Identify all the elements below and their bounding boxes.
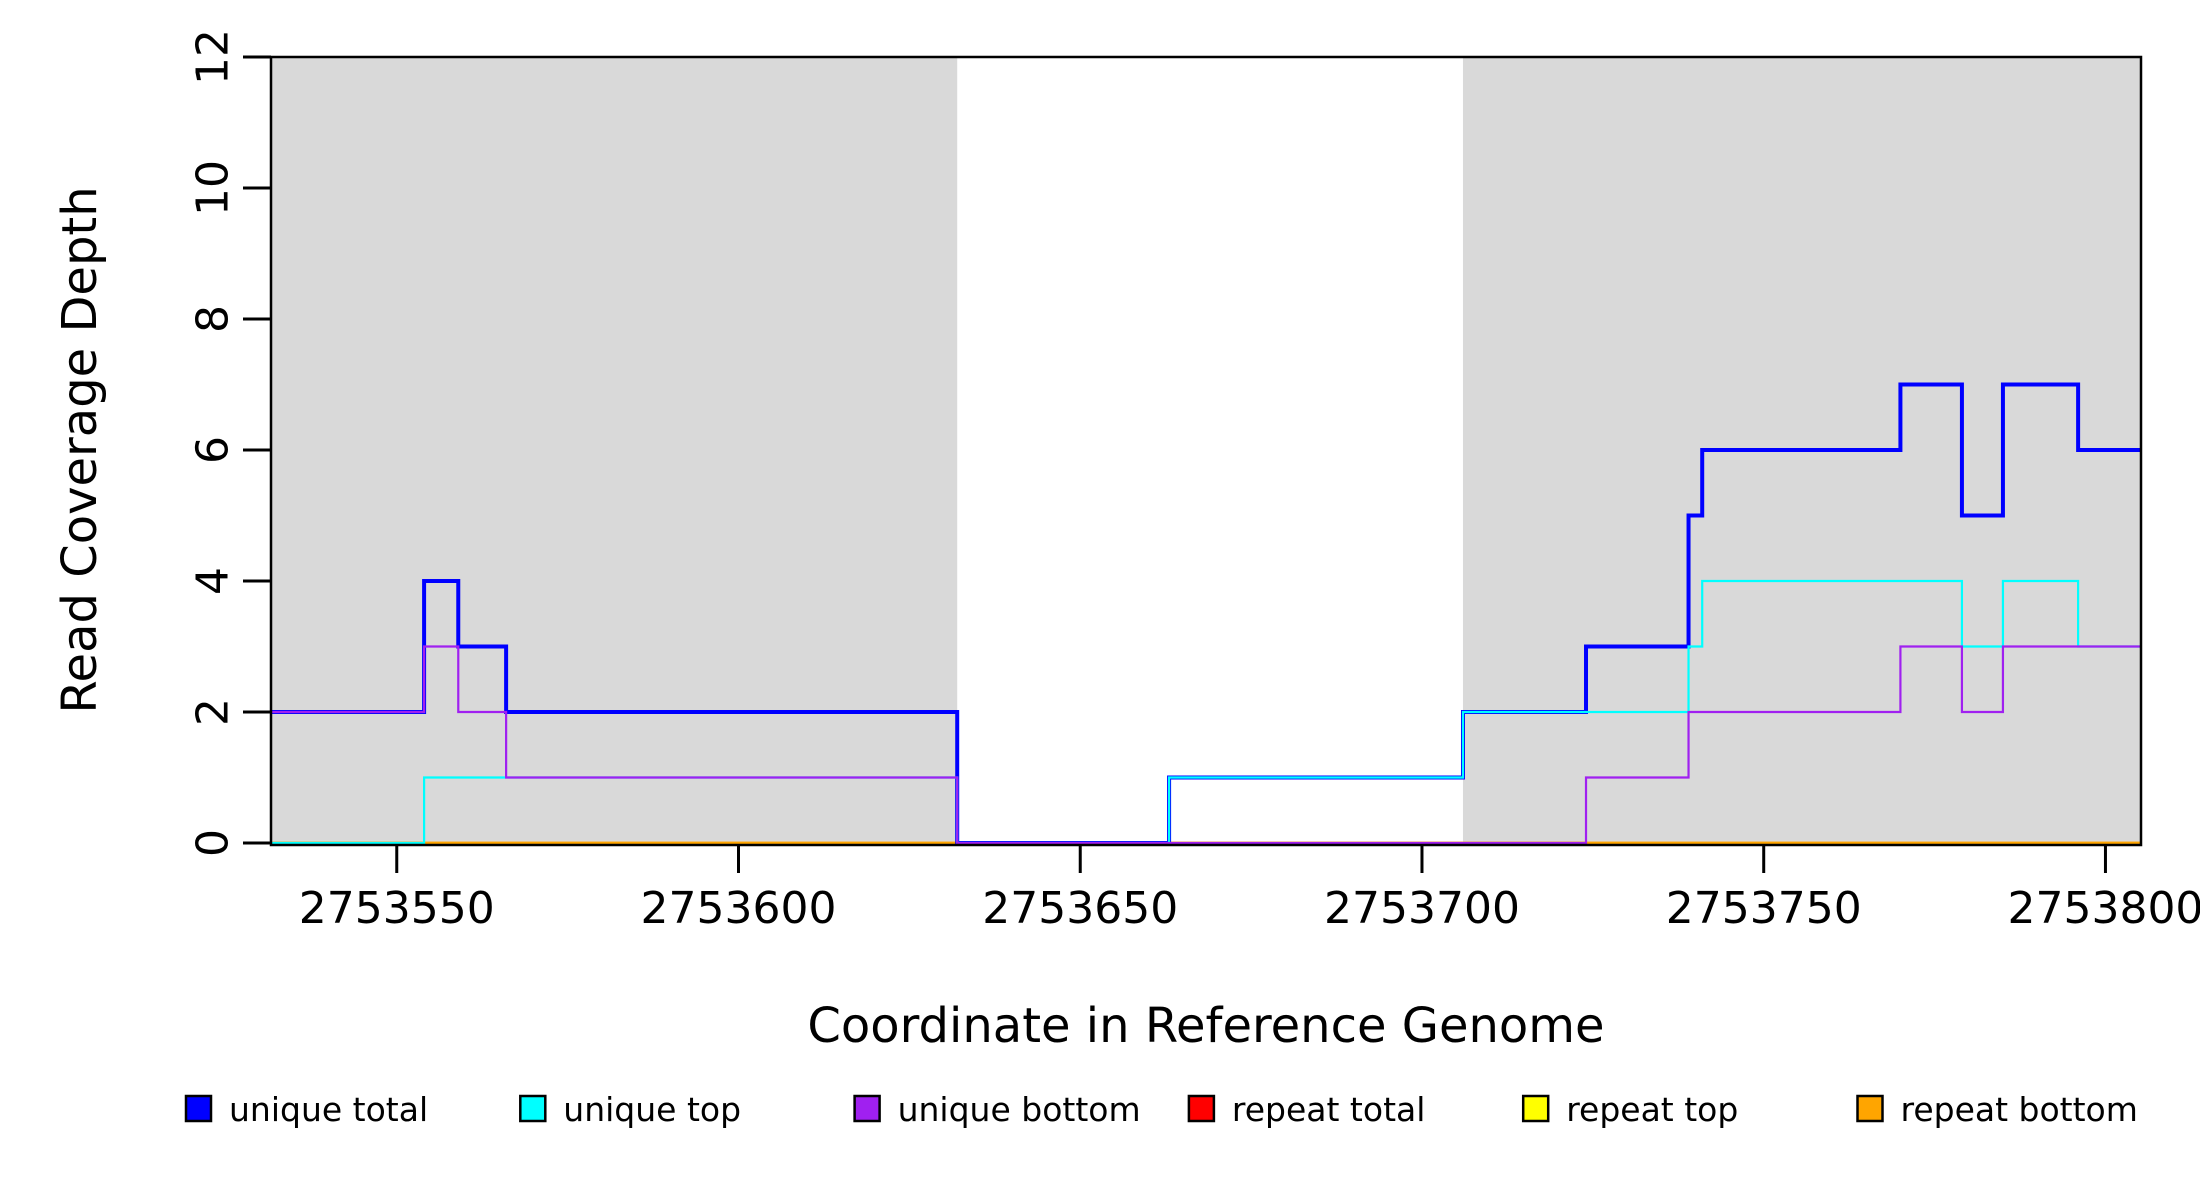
x-tick-label: 2753750 bbox=[1666, 883, 1862, 934]
x-axis-label: Coordinate in Reference Genome bbox=[807, 998, 1604, 1054]
y-tick-label: 12 bbox=[188, 29, 239, 85]
x-tick-label: 2753550 bbox=[299, 883, 495, 934]
x-tick-label: 2753800 bbox=[2007, 883, 2200, 934]
y-tick-label: 4 bbox=[188, 567, 239, 595]
axes: 2753550 2753600 2753650 2753700 2753750 27538… bbox=[188, 29, 2200, 934]
x-tick-label: 2753700 bbox=[1324, 883, 1520, 934]
legend-item: unique top bbox=[519, 1090, 741, 1129]
legend: unique total unique top unique bottom repea… bbox=[184, 1090, 2138, 1129]
x-tick-label: 2753600 bbox=[641, 883, 837, 934]
series-line-unique-bottom bbox=[271, 645, 2141, 845]
legend-label: unique bottom bbox=[898, 1090, 1141, 1129]
legend-swatch-repeat-bottom bbox=[1856, 1094, 1884, 1123]
y-tick-label: 2 bbox=[188, 698, 239, 726]
plot-frame-border bbox=[269, 55, 2143, 847]
legend-item: unique bottom bbox=[853, 1090, 1141, 1129]
plot-frame bbox=[269, 55, 2143, 847]
series-lines bbox=[271, 382, 2141, 845]
legend-label: repeat total bbox=[1232, 1090, 1426, 1129]
y-tick-label: 8 bbox=[188, 305, 239, 333]
y-tick-label: 0 bbox=[188, 829, 239, 857]
legend-swatch-repeat-top bbox=[1521, 1094, 1550, 1123]
y-tick-label: 6 bbox=[188, 436, 239, 464]
legend-item: unique total bbox=[184, 1090, 428, 1129]
y-axis-label: Read Coverage Depth bbox=[52, 186, 108, 713]
shaded-region bbox=[271, 57, 958, 845]
legend-label: repeat bottom bbox=[1901, 1090, 2138, 1129]
legend-swatch-unique-top bbox=[519, 1094, 547, 1123]
legend-item: repeat top bbox=[1521, 1090, 1738, 1129]
legend-label: repeat top bbox=[1566, 1090, 1738, 1129]
x-tick-label: 2753650 bbox=[982, 883, 1178, 934]
legend-swatch-unique-total bbox=[184, 1094, 213, 1123]
legend-label: unique top bbox=[563, 1090, 741, 1129]
y-tick-label: 10 bbox=[188, 160, 239, 216]
legend-label: unique total bbox=[229, 1090, 428, 1129]
legend-item: repeat total bbox=[1187, 1090, 1426, 1129]
legend-swatch-repeat-total bbox=[1187, 1094, 1216, 1123]
legend-swatch-unique-bottom bbox=[853, 1094, 881, 1123]
legend-item: repeat bottom bbox=[1856, 1090, 2138, 1129]
series-line-unique-total bbox=[271, 382, 2141, 845]
